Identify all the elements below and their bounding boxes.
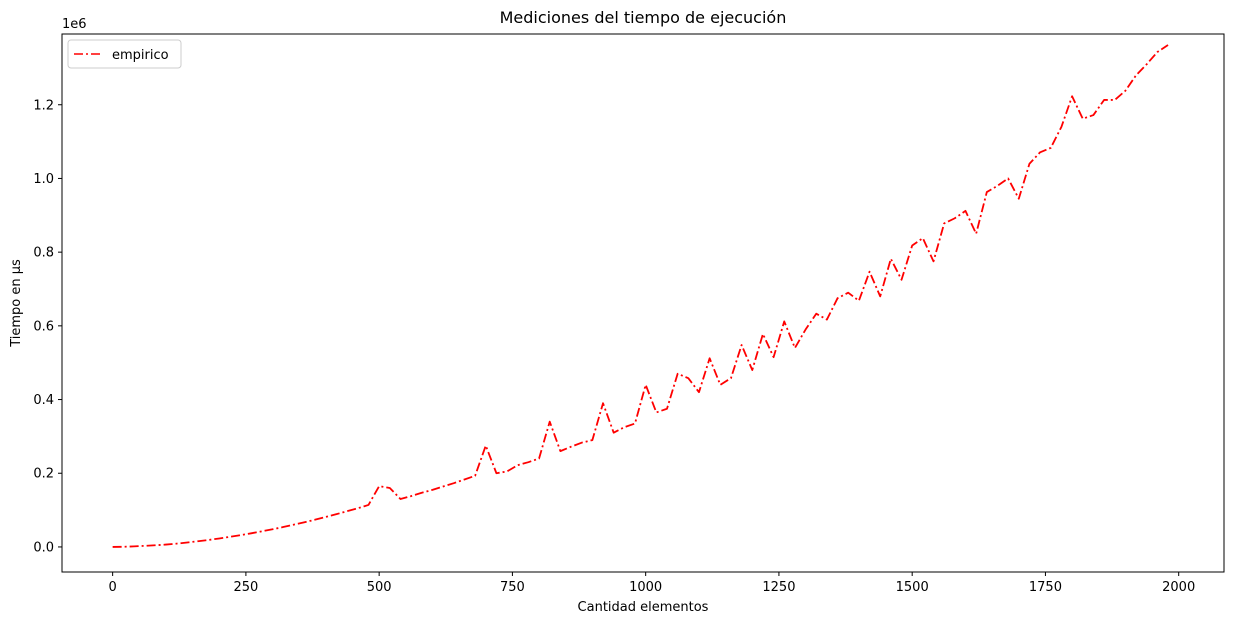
x-tick-label: 250 [233,580,258,595]
chart-title: Mediciones del tiempo de ejecución [500,8,787,27]
y-tick-label: 0.8 [33,246,54,261]
x-tick-label: 1250 [762,580,795,595]
y-tick-label: 0.6 [33,319,54,334]
y-tick-label: 0.0 [33,540,54,555]
y-tick-label: 1.0 [33,172,54,187]
series-layer [112,44,1169,548]
y-tick-label: 1.2 [33,98,54,113]
plot-area [62,34,1224,572]
y-tick-label: 0.2 [33,467,54,482]
ticks-layer: 0 250 500 750 1000 1250 1500 1750 2000 0.0 0.2 0.4 0… [33,98,1195,595]
x-tick-label: 1500 [896,580,929,595]
y-offset-label: 1e6 [62,17,87,32]
legend-box [67,39,182,69]
x-axis-label: Cantidad elementos [578,600,709,615]
plot-frame [61,33,1225,573]
y-axis-label: Tiempo en µs [9,259,24,348]
x-tick-label: 500 [367,580,392,595]
x-tick-label: 2000 [1162,580,1195,595]
x-tick-label: 750 [500,580,525,595]
x-tick-label: 1750 [1029,580,1062,595]
legend: empirico [67,39,182,69]
y-tick-label: 0.4 [33,393,54,408]
legend-label-empirico: empirico [112,48,169,63]
x-tick-label: 0 [108,580,116,595]
x-tick-label: 1000 [629,580,662,595]
series-line-empirico [112,44,1169,548]
